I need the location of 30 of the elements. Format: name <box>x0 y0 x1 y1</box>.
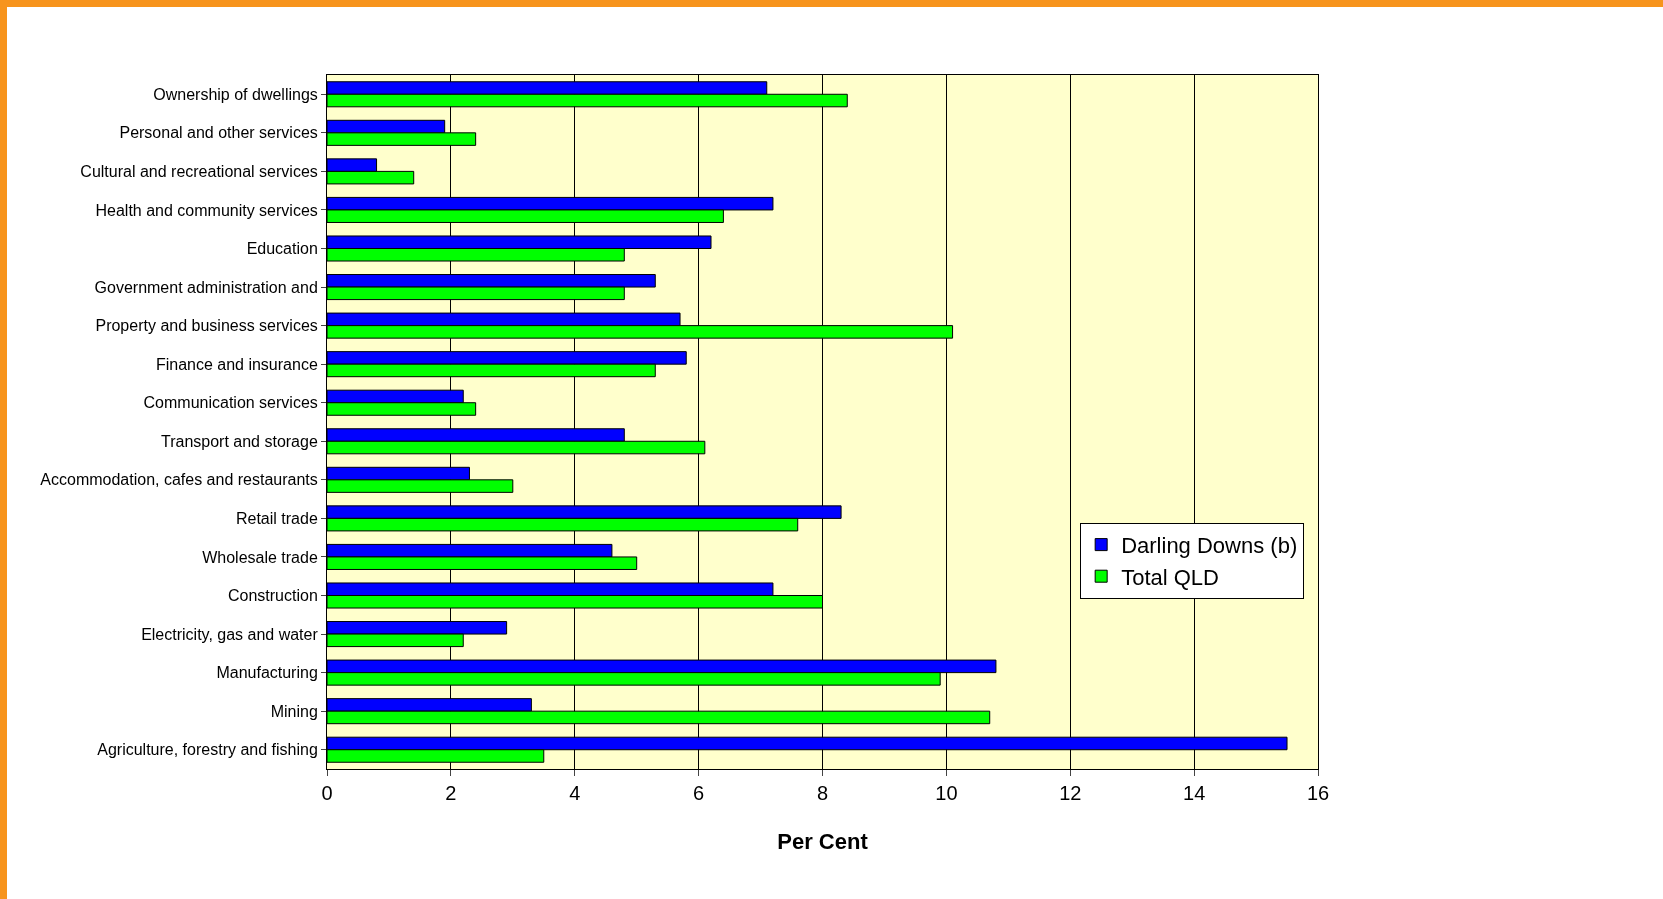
x-tick-label: 16 <box>1306 782 1330 804</box>
y-tick-label: Ownership of dwellings <box>153 85 318 103</box>
y-tick-label: Electricity, gas and water <box>141 625 319 643</box>
y-tick-label: Manufacturing <box>216 664 318 682</box>
y-tick-label: Education <box>246 240 318 258</box>
y-tick-label: Personal and other services <box>119 124 318 142</box>
y-tick-label: Accommodation, cafes and restaurants <box>40 471 318 489</box>
y-tick-label: Transport and storage <box>160 432 318 450</box>
x-tick-label: 6 <box>693 782 705 804</box>
x-tick-label: 8 <box>816 782 829 804</box>
x-tick-label: 4 <box>569 782 581 804</box>
x-tick-label: 0 <box>321 782 333 804</box>
y-tick-label: Retail trade <box>235 509 318 527</box>
legend-label: Darling Downs (b) <box>1121 533 1298 559</box>
y-tick-label: Finance and insurance <box>155 355 318 373</box>
y-tick-label: Agriculture, forestry and fishing <box>97 741 318 759</box>
y-tick-label: Communication services <box>143 394 318 412</box>
y-tick-label: Construction <box>227 587 318 605</box>
y-tick-label: Cultural and recreational services <box>80 162 318 180</box>
y-tick-label: Wholesale trade <box>202 548 318 566</box>
x-tick-label: 10 <box>935 782 958 804</box>
x-tick-label: 2 <box>445 782 457 804</box>
x-tick-label: 12 <box>1059 782 1082 804</box>
y-tick-label: Property and business services <box>95 317 318 335</box>
y-tick-label: Health and community services <box>95 201 318 219</box>
x-axis-title: Per Cent <box>777 828 869 854</box>
y-tick-label: Mining <box>270 702 318 720</box>
legend-label: Total QLD <box>1121 564 1219 590</box>
x-tick-label: 14 <box>1183 782 1206 804</box>
y-tick-label: Government administration and <box>94 278 318 296</box>
